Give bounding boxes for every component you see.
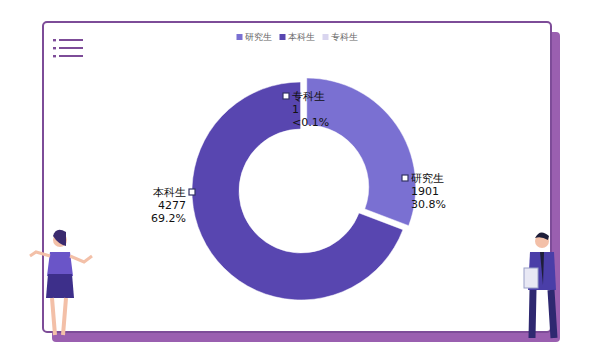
paper	[524, 268, 538, 288]
arms	[30, 252, 92, 262]
menu-line	[59, 47, 83, 49]
legend-swatch	[237, 34, 243, 40]
menu-line	[59, 55, 83, 57]
hair	[535, 232, 549, 240]
legend: 研究生 本科生 专科生	[237, 32, 358, 42]
legend-label: 专科生	[331, 32, 358, 42]
skirt	[46, 274, 74, 298]
menu-dot	[53, 39, 56, 41]
data-label: 1901	[411, 185, 439, 198]
data-label: 30.8%	[411, 198, 446, 211]
label-marker	[283, 93, 289, 99]
person-left	[30, 230, 92, 335]
body	[47, 252, 73, 276]
data-label: 专科生	[292, 90, 325, 103]
data-label: <0.1%	[292, 116, 329, 129]
menu-line	[59, 39, 83, 41]
data-label: 4277	[158, 199, 186, 212]
tie	[540, 252, 544, 285]
person-right	[524, 232, 556, 338]
data-label: 本科生	[153, 186, 186, 199]
legs	[52, 298, 66, 335]
slice	[192, 82, 403, 300]
slices	[192, 78, 416, 300]
legend-swatch	[280, 34, 286, 40]
legend-label: 研究生	[245, 32, 272, 42]
menu-dot	[53, 47, 56, 49]
label-marker	[189, 189, 195, 195]
chart-root: 研究生本科生专科生研究生190130.8%本科生427769.2%专科生1<0.…	[0, 0, 594, 354]
hair	[53, 230, 66, 246]
legs	[532, 290, 554, 338]
legend-label: 本科生	[288, 32, 315, 42]
card	[43, 22, 551, 332]
label-marker	[402, 175, 408, 181]
data-label: 1	[292, 103, 299, 116]
legend-swatch	[323, 34, 329, 40]
data-labels: 研究生190130.8% 本科生427769.2% 专科生1<0.1%	[151, 90, 446, 225]
menu-dot	[53, 55, 56, 57]
data-label: 69.2%	[151, 212, 186, 225]
data-label: 研究生	[411, 172, 444, 185]
